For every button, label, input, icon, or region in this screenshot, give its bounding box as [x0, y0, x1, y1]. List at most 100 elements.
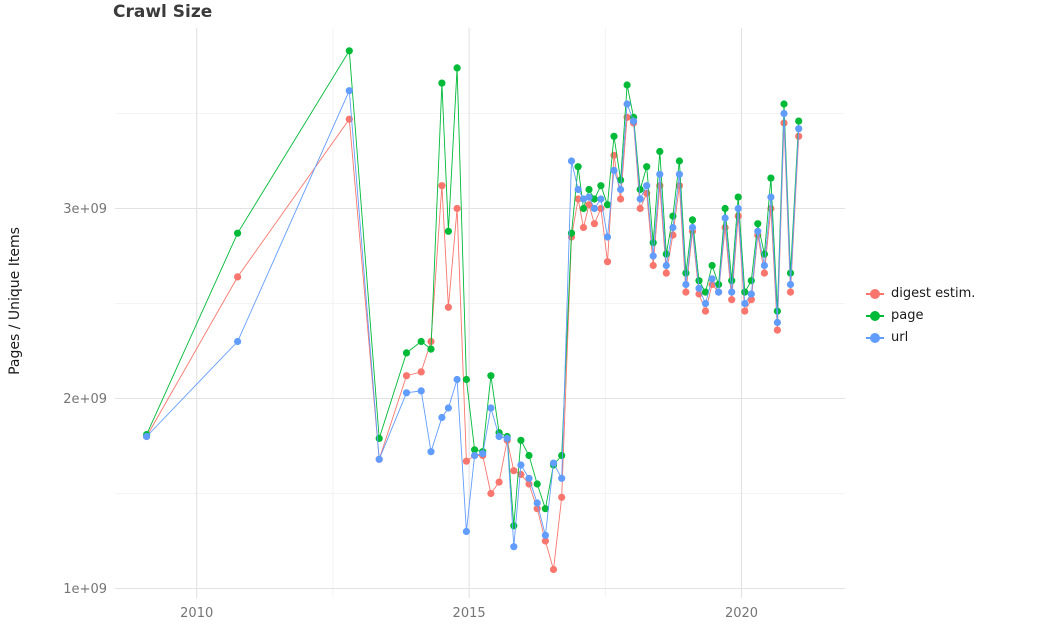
- data-point-page: [734, 193, 742, 201]
- data-point-page: [688, 216, 697, 224]
- data-point-page: [643, 163, 651, 171]
- data-point-page: [649, 239, 657, 247]
- data-point-page: [375, 434, 383, 442]
- series-line-digest: [146, 116, 800, 570]
- data-point-url: [549, 459, 558, 467]
- data-point-digest: [558, 493, 566, 501]
- data-point-page: [675, 157, 684, 165]
- data-point-url: [675, 170, 684, 178]
- data-point-page: [767, 174, 775, 182]
- data-point-url: [417, 387, 425, 395]
- y-axis-label: Pages / Unique Items: [7, 227, 23, 375]
- data-point-url: [643, 182, 651, 190]
- data-point-url: [427, 448, 435, 456]
- data-point-digest: [453, 204, 461, 213]
- data-point-page: [525, 451, 533, 460]
- data-point-page: [695, 277, 703, 285]
- data-point-page: [574, 163, 582, 171]
- data-point-digest: [617, 195, 625, 203]
- legend-label-url: url: [891, 330, 909, 345]
- data-point-url: [375, 455, 383, 463]
- legend-item: page: [866, 306, 975, 325]
- data-point-page: [590, 195, 599, 203]
- data-point-url: [795, 125, 803, 133]
- data-point-url: [636, 195, 644, 203]
- data-point-url: [495, 432, 503, 441]
- data-point-url: [444, 404, 452, 412]
- data-point-digest: [721, 223, 729, 232]
- data-point-digest: [747, 296, 755, 304]
- data-point-page: [721, 204, 729, 213]
- data-point-page: [747, 277, 755, 285]
- legend: digest estim. page url: [866, 284, 975, 347]
- data-point-url: [585, 193, 593, 201]
- data-point-url: [682, 280, 690, 289]
- data-point-url: [487, 404, 495, 412]
- data-point-page: [533, 480, 541, 488]
- data-point-url: [453, 375, 461, 384]
- data-point-digest: [549, 565, 558, 574]
- data-point-page: [701, 288, 710, 296]
- data-point-url: [760, 261, 769, 270]
- data-point-url: [741, 299, 749, 308]
- data-point-url: [695, 284, 703, 292]
- data-point-page: [636, 185, 644, 194]
- data-point-url: [610, 166, 618, 175]
- data-point-url: [786, 280, 795, 289]
- data-point-page: [438, 79, 446, 87]
- data-point-url: [623, 100, 631, 108]
- legend-key-page: [866, 307, 884, 325]
- chart-title: Crawl Size: [113, 2, 213, 22]
- data-point-page: [682, 269, 690, 277]
- data-point-digest: [417, 368, 425, 376]
- legend-dot-icon: [870, 310, 880, 321]
- data-point-page: [402, 349, 411, 357]
- data-point-url: [688, 223, 697, 232]
- data-point-digest: [662, 269, 670, 277]
- data-point-digest: [510, 467, 518, 475]
- data-point-page: [623, 81, 631, 89]
- data-point-url: [510, 543, 518, 551]
- data-point-page: [579, 204, 588, 213]
- data-point-digest: [603, 258, 612, 266]
- data-point-page: [669, 212, 677, 220]
- data-point-page: [510, 522, 518, 530]
- data-point-page: [754, 220, 762, 228]
- data-point-url: [669, 223, 677, 232]
- data-point-page: [517, 436, 525, 444]
- data-point-digest: [438, 182, 446, 190]
- data-point-digest: [590, 220, 599, 228]
- data-point-url: [143, 432, 151, 441]
- data-point-page: [585, 185, 593, 194]
- data-point-page: [715, 280, 723, 289]
- data-point-page: [417, 337, 425, 346]
- data-point-digest: [517, 470, 525, 479]
- data-point-digest: [682, 288, 690, 296]
- data-point-digest: [234, 273, 242, 281]
- data-point-page: [541, 505, 550, 513]
- data-point-url: [533, 499, 541, 507]
- data-point-page: [708, 261, 716, 270]
- data-point-url: [438, 413, 446, 422]
- data-point-url: [345, 87, 353, 95]
- data-point-url: [728, 288, 736, 296]
- data-point-url: [747, 290, 755, 298]
- data-point-page: [597, 182, 605, 190]
- data-point-url: [701, 299, 710, 308]
- data-point-url: [541, 531, 550, 539]
- data-point-digest: [728, 296, 736, 304]
- data-point-url: [503, 434, 511, 442]
- data-point-url: [630, 117, 638, 125]
- legend-dot-icon: [870, 288, 880, 299]
- data-point-page: [487, 372, 495, 380]
- data-point-digest: [786, 288, 795, 296]
- series-line-url: [146, 90, 800, 547]
- data-point-url: [579, 195, 588, 203]
- data-point-url: [462, 527, 470, 536]
- data-point-digest: [585, 201, 593, 209]
- data-point-page: [728, 277, 736, 285]
- data-point-page: [427, 345, 435, 353]
- data-point-digest: [462, 457, 470, 465]
- data-point-url: [597, 195, 605, 203]
- legend-label-page: page: [891, 308, 924, 323]
